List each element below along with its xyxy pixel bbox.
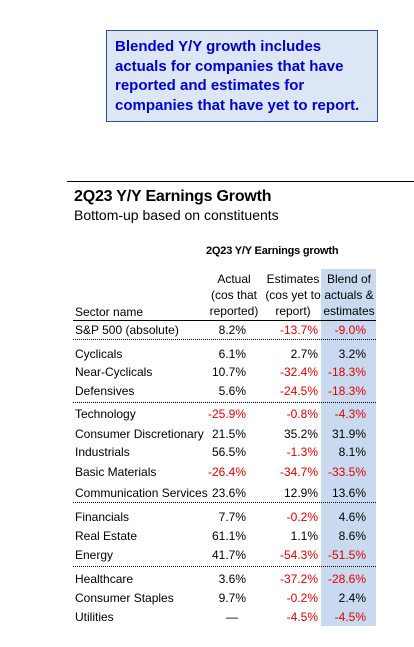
sector-name: Financials [75,510,130,524]
table-row: Near-Cyclicals 10.7% -32.4% -18.3% [0,363,414,381]
cell-estimates: -24.5% [279,384,318,398]
sector-name: Consumer Discretionary [75,427,204,441]
table-row: S&P 500 (absolute) 8.2% -13.7% -9.0% [0,321,414,339]
column-header-blend: Blend of actuals & estimates [322,271,376,319]
table-row: Utilities — -4.5% -4.5% [0,608,414,626]
column-header-estimates-line3: report) [275,304,311,318]
cell-actual: 7.7% [218,510,246,524]
sector-name: Energy [75,548,114,562]
table-row: Defensives 5.6% -24.5% -18.3% [0,382,414,400]
cell-estimates: 2.7% [290,347,318,361]
cell-actual: 3.6% [218,572,246,586]
cell-actual: 61.1% [211,529,246,543]
sector-name: Technology [75,407,136,421]
cell-actual: 56.5% [211,445,246,459]
column-header-estimates: Estimates (cos yet to report) [264,271,322,319]
cell-blend: 8.6% [338,529,366,543]
cell-blend: 4.6% [338,510,366,524]
cell-actual: -26.4% [207,465,246,479]
cell-actual: — [226,610,238,624]
callout-text: Blended Y/Y growth includes actuals for … [115,38,360,114]
cell-estimates: 1.1% [290,529,318,543]
column-header-estimates-line1: Estimates [266,272,320,286]
page-title: 2Q23 Y/Y Earnings Growth [74,188,272,205]
cell-blend: -9.0% [334,323,366,337]
table-row: Energy 41.7% -54.3% -51.5% [0,546,414,564]
cell-actual: 23.6% [211,486,246,500]
cell-blend: 31.9% [331,427,366,441]
cell-blend: -18.3% [327,365,366,379]
table-row: Cyclicals 6.1% 2.7% 3.2% [0,345,414,363]
cell-estimates: 12.9% [283,486,318,500]
table-row: Industrials 56.5% -1.3% 8.1% [0,443,414,461]
column-header-blend-line3: estimates [323,304,375,318]
table-row: Consumer Discretionary 21.5% 35.2% 31.9% [0,425,414,443]
cell-estimates: -4.5% [286,610,318,624]
column-header-actual-line1: Actual [217,272,251,286]
cell-actual: 6.1% [218,347,246,361]
cell-blend: -4.3% [334,407,366,421]
info-callout: Blended Y/Y growth includes actuals for … [106,30,378,122]
cell-blend: 13.6% [331,486,366,500]
column-header-estimates-line2: (cos yet to [265,288,321,302]
row-header-label: Sector name [75,305,144,319]
sector-name: Cyclicals [75,347,123,361]
sector-name: Defensives [75,384,135,398]
cell-estimates: -32.4% [279,365,318,379]
cell-blend: -51.5% [327,548,366,562]
cell-blend: -33.5% [327,465,366,479]
sector-name: Industrials [75,445,130,459]
table-divider [73,320,376,321]
sector-name: Consumer Staples [75,591,174,605]
cell-actual: -25.9% [207,407,246,421]
cell-blend: 8.1% [338,445,366,459]
column-header-blend-line2: actuals & [324,288,374,302]
cell-estimates: -0.2% [286,591,318,605]
table-divider [73,339,376,340]
cell-blend: -28.6% [327,572,366,586]
cell-estimates: -0.2% [286,510,318,524]
sector-name: Basic Materials [75,465,157,479]
cell-actual: 41.7% [211,548,246,562]
cell-actual: 5.6% [218,384,246,398]
cell-actual: 8.2% [218,323,246,337]
column-header-actual-line2: (cos that [210,288,258,302]
table-divider [73,402,376,403]
table-row: Communication Services 23.6% 12.9% 13.6% [0,484,414,502]
sector-name: Healthcare [75,572,134,586]
cell-actual: 21.5% [211,427,246,441]
cell-estimates: -13.7% [279,323,318,337]
table-row: Real Estate 61.1% 1.1% 8.6% [0,527,414,545]
table-divider [73,502,376,503]
table-title: 2Q23 Y/Y Earnings growth [206,245,339,257]
cell-estimates: -1.3% [286,445,318,459]
table-row: Financials 7.7% -0.2% 4.6% [0,508,414,526]
table-row: Technology -25.9% -0.8% -4.3% [0,405,414,423]
cell-estimates: -54.3% [279,548,318,562]
page-subtitle: Bottom-up based on constituents [74,207,279,223]
cell-blend: 3.2% [338,347,366,361]
sector-name: Near-Cyclicals [75,365,153,379]
column-header-actual-line3: reported) [209,304,259,318]
sector-name: Utilities [75,610,114,624]
sector-name: Communication Services [75,486,208,500]
cell-estimates: -37.2% [279,572,318,586]
sector-name: S&P 500 (absolute) [75,323,179,337]
table-row: Consumer Staples 9.7% -0.2% 2.4% [0,589,414,607]
cell-actual: 9.7% [218,591,246,605]
table-row: Healthcare 3.6% -37.2% -28.6% [0,570,414,588]
top-divider [67,181,414,182]
cell-blend: -4.5% [334,610,366,624]
cell-blend: 2.4% [338,591,366,605]
table-row: Basic Materials -26.4% -34.7% -33.5% [0,463,414,481]
cell-estimates: 35.2% [283,427,318,441]
cell-blend: -18.3% [327,384,366,398]
cell-estimates: -34.7% [279,465,318,479]
column-header-actual: Actual (cos that reported) [202,271,266,319]
table-divider [73,566,376,567]
column-header-blend-line1: Blend of [326,272,372,286]
cell-estimates: -0.8% [286,407,318,421]
sector-name: Real Estate [75,529,138,543]
cell-actual: 10.7% [211,365,246,379]
